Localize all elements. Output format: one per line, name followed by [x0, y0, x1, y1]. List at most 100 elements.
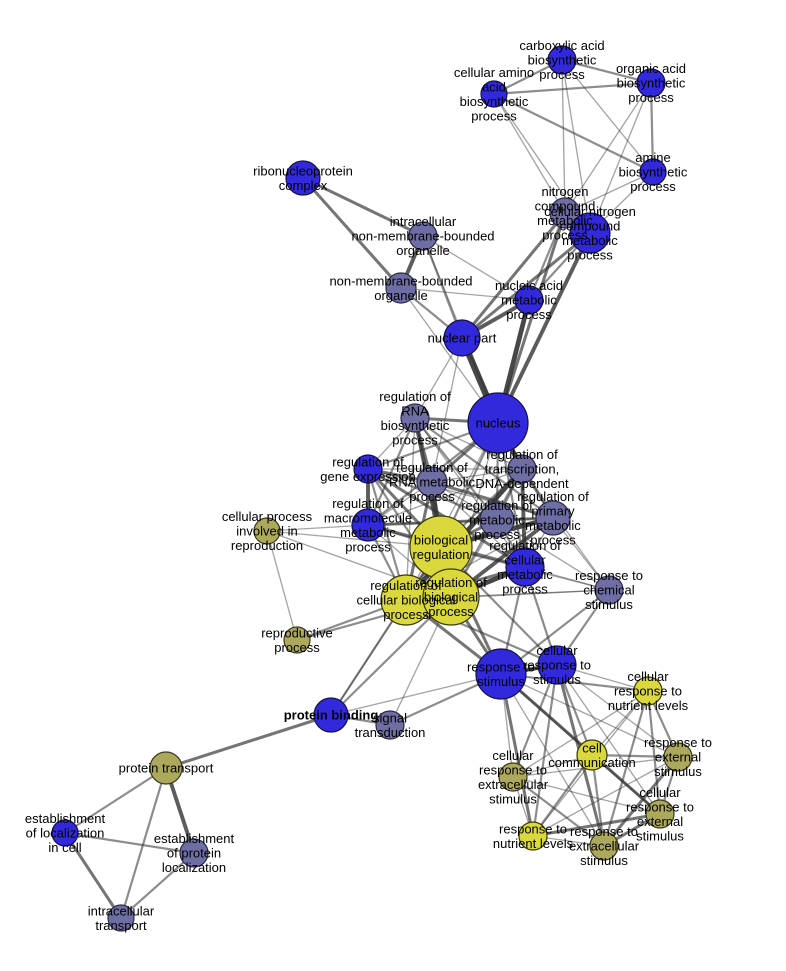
svg-text:process: process: [502, 581, 548, 596]
svg-text:complex: complex: [279, 178, 328, 193]
svg-text:reproduction: reproduction: [231, 538, 303, 553]
svg-text:extracellular: extracellular: [569, 839, 640, 854]
svg-text:protein binding: protein binding: [284, 708, 379, 723]
svg-text:biosynthetic: biosynthetic: [619, 165, 688, 180]
svg-text:cellular process: cellular process: [222, 509, 313, 524]
svg-text:process: process: [567, 247, 613, 262]
svg-text:protein transport: protein transport: [119, 761, 214, 776]
svg-text:stimulus: stimulus: [489, 791, 537, 806]
svg-text:stimulus: stimulus: [585, 597, 633, 612]
svg-text:carboxylic acid: carboxylic acid: [519, 38, 604, 53]
svg-text:nucleic acid: nucleic acid: [495, 278, 563, 293]
svg-text:extracellular: extracellular: [478, 777, 549, 792]
svg-text:intracellular: intracellular: [88, 903, 155, 918]
svg-text:process: process: [628, 90, 674, 105]
svg-text:cellular amino: cellular amino: [454, 65, 534, 80]
svg-text:in cell: in cell: [48, 840, 81, 855]
svg-text:response to: response to: [479, 762, 547, 777]
svg-text:intracellular: intracellular: [390, 214, 457, 229]
svg-text:biosynthetic: biosynthetic: [528, 53, 597, 68]
svg-text:establishment: establishment: [25, 811, 106, 826]
svg-text:primary: primary: [531, 503, 575, 518]
svg-text:stimulus: stimulus: [533, 672, 581, 687]
svg-text:stimulus: stimulus: [580, 853, 628, 868]
svg-text:non-membrane-bounded: non-membrane-bounded: [329, 273, 472, 288]
svg-text:cellular nitrogen: cellular nitrogen: [544, 204, 636, 219]
svg-text:regulation of: regulation of: [396, 460, 468, 475]
svg-text:regulation: regulation: [412, 547, 469, 562]
svg-text:process: process: [274, 640, 320, 655]
svg-text:regulation of: regulation of: [332, 496, 404, 511]
svg-text:involved in: involved in: [236, 524, 297, 539]
svg-text:response to: response to: [523, 658, 591, 673]
svg-text:biosynthetic: biosynthetic: [617, 76, 686, 91]
svg-text:nuclear part: nuclear part: [428, 331, 497, 346]
svg-text:amine: amine: [635, 150, 670, 165]
svg-text:transport: transport: [95, 918, 147, 933]
svg-text:regulation of: regulation of: [486, 447, 558, 462]
svg-text:response to: response to: [575, 568, 643, 583]
svg-text:nutrient levels: nutrient levels: [608, 698, 689, 713]
svg-text:stimulus: stimulus: [477, 674, 525, 689]
svg-text:cellular: cellular: [492, 748, 534, 763]
svg-text:establishment: establishment: [154, 831, 235, 846]
svg-text:communication: communication: [548, 755, 635, 770]
svg-text:response to: response to: [614, 684, 682, 699]
svg-text:metabolic: metabolic: [340, 525, 396, 540]
svg-text:response to: response to: [499, 821, 567, 836]
svg-text:biosynthetic: biosynthetic: [381, 418, 450, 433]
svg-text:regulation of: regulation of: [489, 538, 561, 553]
svg-text:of localization: of localization: [26, 826, 105, 841]
svg-text:acid: acid: [482, 79, 506, 94]
svg-text:stimulus: stimulus: [636, 828, 684, 843]
svg-text:of protein: of protein: [167, 846, 221, 861]
svg-text:signal: signal: [373, 710, 407, 725]
svg-text:process: process: [506, 307, 552, 322]
svg-text:nitrogen: nitrogen: [542, 184, 589, 199]
svg-text:metabolic: metabolic: [469, 513, 525, 528]
svg-text:macromolecule: macromolecule: [324, 510, 412, 525]
svg-text:nucleus: nucleus: [476, 416, 521, 431]
svg-text:organelle: organelle: [374, 288, 428, 303]
svg-text:metabolic: metabolic: [525, 518, 581, 533]
svg-text:cellular: cellular: [536, 643, 578, 658]
svg-text:organic acid: organic acid: [616, 61, 686, 76]
svg-text:biological: biological: [424, 590, 478, 605]
svg-text:chemical: chemical: [583, 583, 634, 598]
svg-text:process: process: [345, 539, 391, 554]
svg-text:regulation of: regulation of: [379, 389, 451, 404]
svg-text:transduction: transduction: [355, 725, 426, 740]
svg-text:cellular: cellular: [627, 669, 669, 684]
svg-text:process: process: [630, 179, 676, 194]
svg-text:metabolic: metabolic: [501, 293, 557, 308]
svg-text:regulation of: regulation of: [332, 454, 404, 469]
svg-text:cellular: cellular: [504, 552, 546, 567]
svg-text:stimulus: stimulus: [654, 764, 702, 779]
svg-text:biological: biological: [414, 532, 468, 547]
svg-text:response to: response to: [626, 799, 694, 814]
svg-text:metabolic: metabolic: [562, 233, 618, 248]
svg-text:RNA metabolic: RNA metabolic: [389, 475, 475, 490]
svg-text:cell: cell: [582, 740, 602, 755]
svg-text:process: process: [383, 607, 429, 622]
svg-text:reproductive: reproductive: [261, 625, 333, 640]
svg-text:response to: response to: [644, 735, 712, 750]
svg-text:process: process: [409, 489, 455, 504]
svg-text:process: process: [539, 67, 585, 82]
svg-text:regulation of: regulation of: [415, 575, 487, 590]
svg-text:metabolic: metabolic: [497, 567, 553, 582]
svg-text:process: process: [471, 108, 517, 123]
svg-text:ribonucleoprotein: ribonucleoprotein: [253, 163, 353, 178]
svg-text:external: external: [655, 750, 701, 765]
svg-text:process: process: [392, 432, 438, 447]
svg-text:organelle: organelle: [396, 243, 450, 258]
svg-text:transcription,: transcription,: [485, 462, 559, 477]
svg-text:biosynthetic: biosynthetic: [460, 94, 529, 109]
svg-text:RNA: RNA: [401, 403, 429, 418]
svg-text:response to: response to: [570, 824, 638, 839]
svg-text:process: process: [428, 604, 474, 619]
svg-text:localization: localization: [162, 860, 226, 875]
svg-text:nutrient levels: nutrient levels: [493, 836, 574, 851]
svg-text:compound: compound: [560, 218, 621, 233]
svg-text:regulation of: regulation of: [461, 498, 533, 513]
